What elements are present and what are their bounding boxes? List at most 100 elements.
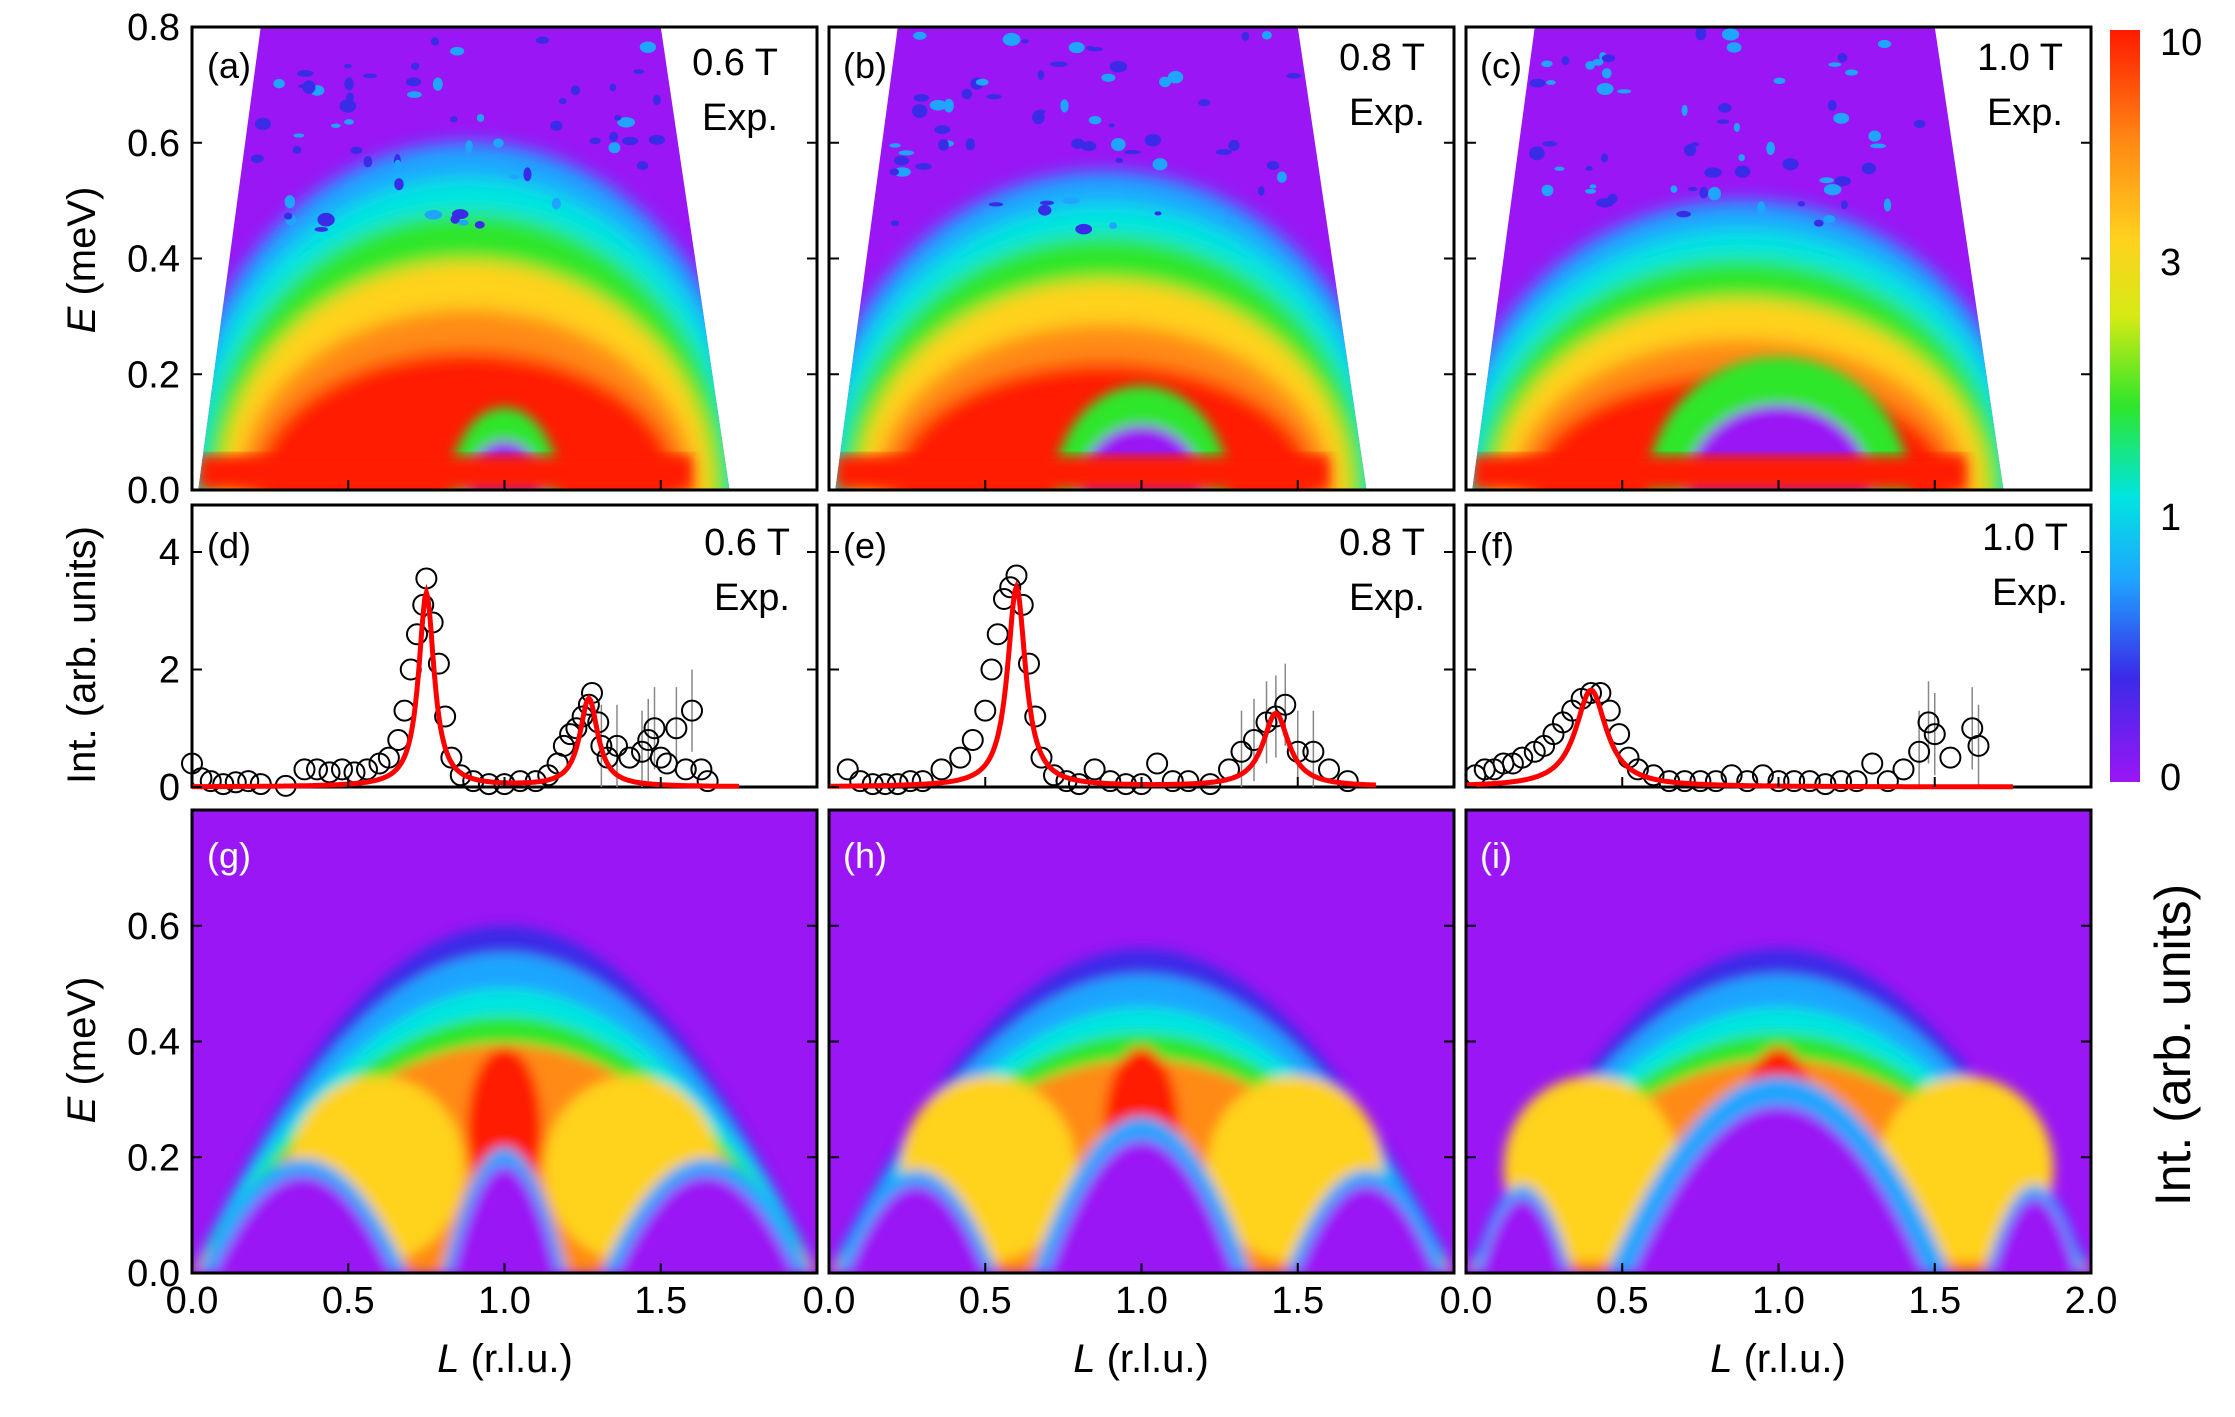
noise-speckle xyxy=(1688,186,1698,192)
noise-speckle xyxy=(609,131,619,142)
noise-speckle xyxy=(652,94,661,106)
noise-speckle xyxy=(450,46,465,56)
noise-speckle xyxy=(1109,222,1118,230)
data-point xyxy=(999,576,1022,599)
data-point xyxy=(930,758,953,781)
noise-speckle xyxy=(1756,201,1766,216)
noise-speckle xyxy=(1062,197,1080,205)
noise-speckle xyxy=(1542,141,1558,147)
x-tick-label: 1.5 xyxy=(634,1280,687,1322)
data-point xyxy=(449,764,472,787)
panel-f-field: 1.0 T xyxy=(1982,517,2068,559)
data-point xyxy=(1030,746,1053,769)
noise-speckle xyxy=(1596,82,1614,95)
data-point xyxy=(1798,770,1821,793)
inner-arch-center xyxy=(1048,1140,1235,1273)
noise-speckle xyxy=(1286,72,1302,79)
x-tick-label: 1.0 xyxy=(478,1280,531,1322)
intensity-hole-layer xyxy=(449,407,560,490)
x-axis-title-h: L (r.l.u.) xyxy=(1073,1337,1209,1381)
data-point xyxy=(1161,770,1184,793)
noise-speckle xyxy=(1733,122,1740,132)
noise-speckle xyxy=(255,117,272,131)
y-tick-label-top: 0.8 xyxy=(127,7,180,49)
noise-speckle xyxy=(608,142,621,154)
data-point xyxy=(1917,711,1940,734)
data-point xyxy=(1845,770,1868,793)
colorbar-tick-10: 10 xyxy=(2160,22,2202,64)
x-tick-label: 0.5 xyxy=(322,1280,375,1322)
noise-speckle xyxy=(1167,70,1184,84)
noise-speckle xyxy=(1813,219,1824,227)
noise-speckle xyxy=(1258,186,1265,196)
panel-b: (b) 0.8 T Exp. xyxy=(827,25,1456,492)
data-point xyxy=(356,758,378,781)
noise-speckle xyxy=(1585,165,1593,171)
noise-speckle xyxy=(1561,56,1570,65)
colorbar-title: Int. (arb. units) xyxy=(2145,884,2201,1206)
intensity-hole xyxy=(1647,356,1910,490)
noise-speckle xyxy=(1797,201,1806,207)
panel-b-note: Exp. xyxy=(1349,92,1425,134)
noise-speckle xyxy=(394,178,404,191)
noise-speckle xyxy=(1545,80,1556,85)
intensity-hole-layer xyxy=(1647,356,1910,490)
noise-speckle xyxy=(913,93,930,102)
x-tick-label: 1.5 xyxy=(1908,1280,1961,1322)
noise-speckle xyxy=(550,120,563,131)
panel-i-label: (i) xyxy=(1480,835,1512,876)
noise-speckle xyxy=(621,136,639,146)
inner-arch-center xyxy=(451,1166,558,1273)
noise-speckle xyxy=(639,41,657,53)
panel-a-label: (a) xyxy=(207,45,251,86)
noise-speckle xyxy=(1115,157,1124,163)
noise-speckle xyxy=(343,63,352,69)
noise-speckle xyxy=(1883,198,1892,212)
fit-curve xyxy=(1465,687,2013,790)
data-point xyxy=(377,746,400,769)
noise-speckle xyxy=(988,202,1004,207)
elastic-line xyxy=(198,455,692,490)
noise-speckle xyxy=(1718,103,1732,113)
noise-speckle xyxy=(406,91,422,98)
data-point xyxy=(1705,770,1727,793)
data-point xyxy=(1939,746,1962,769)
noise-speckle xyxy=(1075,223,1093,235)
noise-speckle xyxy=(1844,69,1859,76)
inner-arch-right xyxy=(617,1175,796,1273)
data-point xyxy=(1967,734,1990,757)
data-point xyxy=(1908,740,1931,763)
noise-speckle xyxy=(1869,143,1887,149)
noise-speckle xyxy=(1699,186,1709,199)
noise-speckle xyxy=(292,145,302,154)
noise-speckle xyxy=(458,219,469,226)
intensity-blob xyxy=(198,142,730,490)
x-axis-title-g: L (r.l.u.) xyxy=(437,1337,573,1381)
panel-h: (h) xyxy=(827,808,1456,1275)
panel-a-note: Exp. xyxy=(702,97,778,139)
noise-speckle xyxy=(476,114,485,122)
noise-speckle xyxy=(273,78,285,89)
noise-speckle xyxy=(344,119,354,125)
y-tick-label-top: 0.2 xyxy=(127,354,180,396)
data-point xyxy=(949,746,972,769)
noise-speckle xyxy=(430,37,440,46)
noise-speckle xyxy=(1683,143,1697,157)
data-point xyxy=(331,758,353,781)
noise-speckle xyxy=(1198,99,1211,107)
inner-arch-left xyxy=(1479,1198,1565,1273)
noise-speckle xyxy=(1726,42,1742,53)
noise-speckle xyxy=(509,174,520,180)
intensity-layer xyxy=(254,351,680,490)
noise-speckle xyxy=(284,212,293,220)
heatmap-h xyxy=(829,948,1454,1273)
x-tick-label: 0.0 xyxy=(803,1280,856,1322)
panel-d: (d) 0.6 T Exp. xyxy=(181,503,819,797)
noise-speckle xyxy=(965,138,976,151)
panel-e-label: (e) xyxy=(843,525,887,566)
data-point xyxy=(1861,752,1884,775)
panel-a-field: 0.6 T xyxy=(692,42,778,84)
noise-speckle xyxy=(1101,73,1116,82)
y-tick-label-top: 0.0 xyxy=(127,470,180,512)
panel-g: (g) xyxy=(190,808,819,1275)
